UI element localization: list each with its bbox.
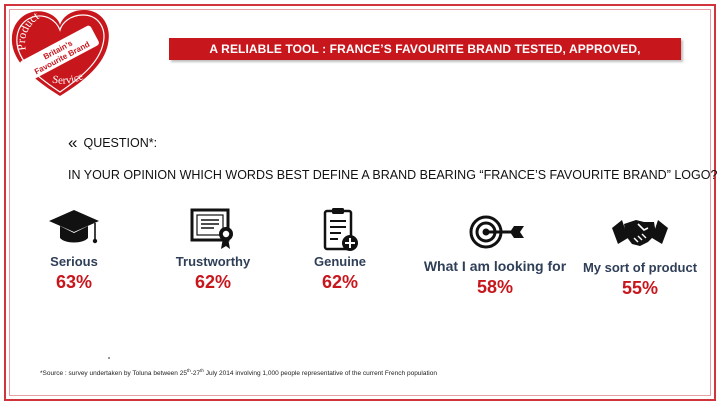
graduation-cap-icon <box>49 210 99 244</box>
result-label: Genuine <box>313 254 366 269</box>
result-serious: Serious 63% <box>28 206 120 293</box>
britains-favourite-brand-logo: Product Britain's Favourite Brand Servic… <box>11 8 109 96</box>
result-label: My sort of product <box>582 260 698 275</box>
source-footnote: *Source : survey undertaken by Toluna be… <box>40 368 437 378</box>
question-label-line: « QUESTION*: <box>68 133 157 153</box>
result-what-i-am-looking-for: What I am looking for 58% <box>412 212 578 298</box>
result-trustworthy: Trustworthy 62% <box>158 206 268 293</box>
slide-frame <box>4 4 716 401</box>
result-value: 62% <box>194 272 232 292</box>
certificate-icon <box>190 208 233 249</box>
handshake-icon <box>612 220 668 246</box>
title-banner: A RELIABLE TOOL : FRANCE’S FAVOURITE BRA… <box>169 38 681 78</box>
result-label: Trustworthy <box>175 254 251 269</box>
result-value: 63% <box>55 272 93 292</box>
result-value: 62% <box>321 272 359 292</box>
stray-dot <box>108 357 110 359</box>
clipboard-plus-icon <box>323 208 358 251</box>
result-genuine: Genuine 62% <box>294 206 386 293</box>
result-label: Serious <box>50 254 98 269</box>
result-value: 58% <box>476 277 514 297</box>
slide-inner-border <box>9 9 711 396</box>
result-value: 55% <box>621 278 659 298</box>
result-label: What I am looking for <box>423 258 567 274</box>
quote-mark: « <box>68 133 78 152</box>
result-my-sort-of-product: My sort of product 55% <box>578 212 702 299</box>
question-label: QUESTION*: <box>83 136 158 150</box>
target-dart-icon <box>469 215 524 249</box>
question-text: IN YOUR OPINION WHICH WORDS BEST DEFINE … <box>68 168 718 182</box>
